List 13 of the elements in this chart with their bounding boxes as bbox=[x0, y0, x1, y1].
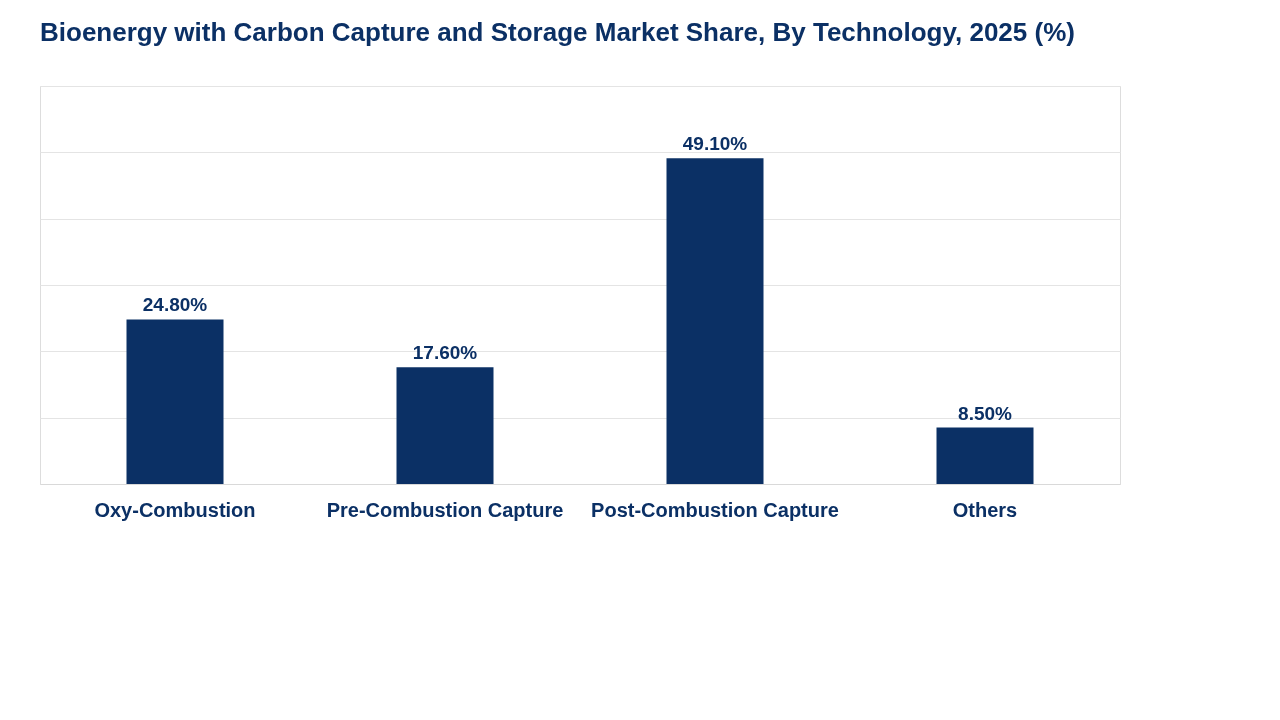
x-tick-label: Others bbox=[952, 498, 1018, 521]
bar bbox=[396, 367, 494, 484]
data-label: 17.60% bbox=[412, 342, 478, 364]
bar bbox=[126, 319, 224, 484]
data-label: 49.10% bbox=[682, 133, 748, 155]
chart-title: Bioenergy with Carbon Capture and Storage Market Share, By Technology, 2025 (%) bbox=[40, 17, 1075, 47]
bar bbox=[936, 427, 1034, 484]
data-label: 8.50% bbox=[958, 402, 1013, 424]
data-label: 24.80% bbox=[142, 294, 208, 316]
x-tick-label: Post-Combustion Capture bbox=[591, 498, 839, 521]
bar bbox=[666, 158, 764, 484]
x-tick-label: Oxy-Combustion bbox=[94, 498, 256, 521]
x-tick-label: Pre-Combustion Capture bbox=[326, 498, 564, 521]
